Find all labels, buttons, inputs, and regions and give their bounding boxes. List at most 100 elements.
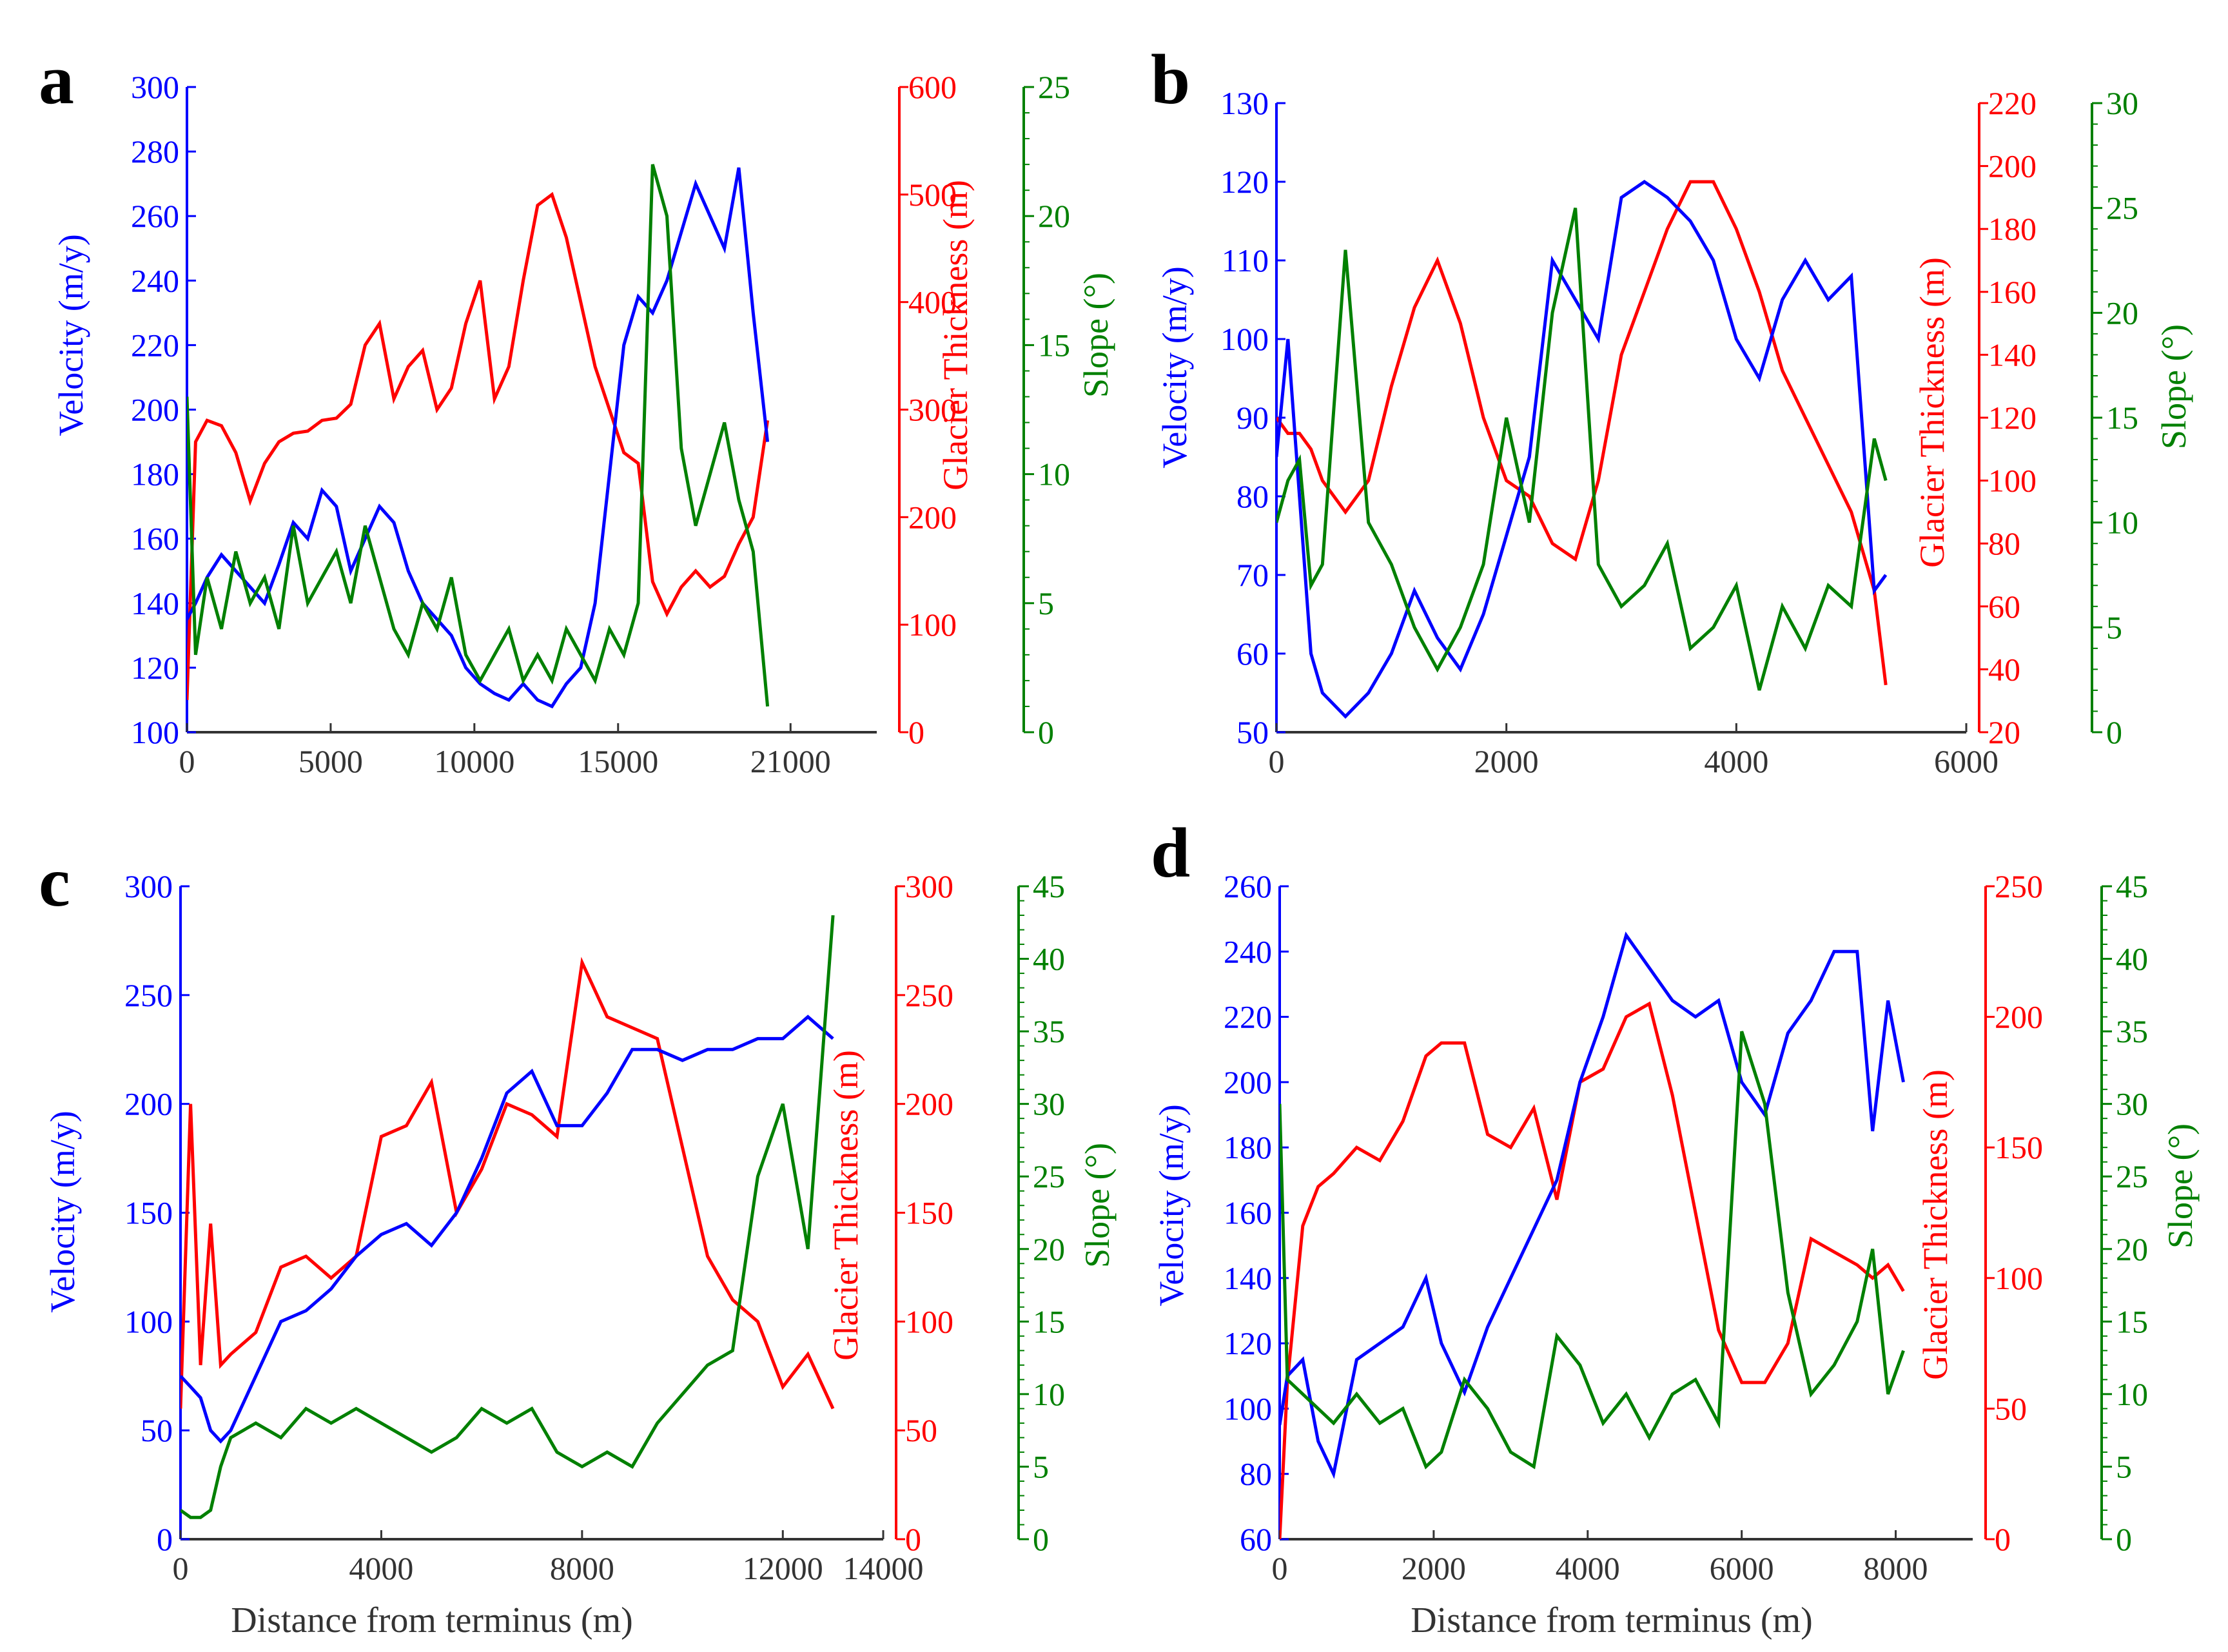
thickness-series-line (1276, 180, 1888, 686)
thickness-tick-label: 400 (908, 284, 957, 320)
x-tick-label: 14000 (843, 1550, 924, 1586)
velocity-tick-label: 60 (1236, 636, 1269, 672)
velocity-tick-label: 60 (1240, 1521, 1272, 1557)
velocity-tick-label: 0 (157, 1521, 173, 1557)
velocity-tick-label: 120 (1224, 1325, 1272, 1361)
thickness-tick-label: 250 (1995, 868, 2043, 904)
thickness-tick-label: 50 (1995, 1390, 2027, 1426)
velocity-tick-label: 260 (1224, 868, 1272, 904)
thickness-tick-label: 40 (1988, 651, 2020, 687)
slope-tick-label: 25 (2116, 1158, 2148, 1194)
thickness-axis-label: Glacier Thickness (m) (936, 180, 975, 491)
slope-tick-label: 5 (1038, 585, 1054, 621)
velocity-axis-label: Velocity (m/y) (43, 1111, 82, 1312)
thickness-tick-label: 120 (1988, 400, 2037, 436)
slope-tick-label: 10 (1033, 1376, 1065, 1412)
panel-c: c 0 4000 8000 12000 140000501001502002503000… (39, 842, 1117, 1640)
thickness-tick-label: 140 (1988, 336, 2037, 373)
slope-tick-label: 15 (1033, 1303, 1065, 1339)
thickness-series-line (1280, 1001, 1905, 1539)
velocity-axis-label: Velocity (m/y) (1155, 266, 1194, 468)
velocity-series-line (1280, 931, 1905, 1479)
x-tick-label: 4000 (1556, 1550, 1620, 1586)
velocity-tick-label: 200 (1224, 1064, 1272, 1100)
velocity-series-line (181, 1015, 834, 1444)
slope-series-line (181, 915, 835, 1519)
slope-tick-label: 25 (1033, 1158, 1065, 1194)
thickness-tick-label: 0 (908, 714, 924, 750)
slope-tick-label: 15 (2116, 1303, 2148, 1339)
thickness-tick-label: 500 (908, 177, 957, 213)
thickness-tick-label: 200 (1988, 148, 2037, 184)
panel-a: a 0 5000 10000 15000 21000100120140160180200… (39, 40, 1115, 779)
thickness-tick-label: 200 (1995, 999, 2043, 1035)
panel-b: b 0 2000 4000 60005060708090100110120130204… (1151, 40, 2193, 779)
x-tick-label: 6000 (1710, 1550, 1774, 1586)
slope-tick-label: 20 (2116, 1231, 2148, 1267)
thickness-tick-label: 100 (905, 1303, 953, 1339)
thickness-tick-label: 250 (905, 977, 953, 1013)
thickness-axis-label: Glacier Thickness (m) (1916, 1069, 1955, 1380)
slope-tick-label: 15 (1038, 327, 1070, 363)
panel-letter: d (1151, 813, 1190, 892)
slope-tick-label: 0 (2116, 1521, 2132, 1557)
slope-tick-label: 10 (1038, 456, 1070, 492)
tick-layer: 0 2000 4000 6000 800060801001201401601802002… (1224, 868, 2148, 1586)
thickness-tick-label: 220 (1988, 85, 2037, 121)
velocity-tick-label: 100 (1224, 1390, 1272, 1426)
thickness-tick-label: 600 (908, 69, 957, 105)
slope-axis-label: Slope (°) (2155, 324, 2193, 449)
thickness-series-line (181, 957, 835, 1410)
velocity-axis-label: Velocity (m/y) (1152, 1104, 1191, 1306)
velocity-tick-label: 300 (131, 69, 179, 105)
slope-series-line (187, 164, 770, 707)
slope-axis-label: Slope (°) (2161, 1123, 2200, 1249)
velocity-tick-label: 120 (131, 650, 179, 686)
x-tick-label: 21000 (750, 743, 831, 779)
velocity-axis-label: Velocity (m/y) (52, 234, 90, 436)
velocity-tick-label: 120 (1220, 164, 1269, 200)
x-tick-label: 0 (179, 743, 195, 779)
slope-tick-label: 35 (1033, 1013, 1065, 1049)
velocity-tick-label: 180 (131, 456, 179, 492)
thickness-tick-label: 180 (1988, 211, 2037, 247)
tick-layer: 0 5000 10000 15000 2100010012014016018020022… (131, 69, 1070, 779)
x-tick-label: 6000 (1934, 743, 1998, 779)
x-tick-label: 5000 (298, 743, 363, 779)
velocity-tick-label: 240 (131, 262, 179, 298)
velocity-tick-label: 100 (124, 1303, 173, 1339)
x-tick-label: 12000 (743, 1550, 823, 1586)
x-tick-label: 2000 (1474, 743, 1539, 779)
x-axis-label: Distance from terminus (m) (1411, 1600, 1813, 1640)
tick-layer: 0 4000 8000 12000 14000050100150200250300050… (124, 868, 1065, 1586)
velocity-tick-label: 100 (1220, 321, 1269, 357)
slope-tick-label: 40 (2116, 941, 2148, 977)
velocity-series-line (1276, 179, 1888, 719)
slope-series-line (1276, 208, 1888, 691)
slope-tick-label: 45 (1033, 868, 1065, 904)
thickness-tick-label: 100 (1988, 463, 2037, 499)
x-tick-label: 4000 (1704, 743, 1768, 779)
velocity-tick-label: 180 (1224, 1129, 1272, 1165)
x-tick-label: 10000 (434, 743, 514, 779)
thickness-tick-label: 150 (1995, 1129, 2043, 1165)
slope-axis-label: Slope (°) (1077, 273, 1115, 398)
x-tick-label: 8000 (1864, 1550, 1928, 1586)
velocity-tick-label: 300 (124, 868, 173, 904)
slope-tick-label: 0 (1038, 714, 1054, 750)
velocity-tick-label: 260 (131, 198, 179, 234)
velocity-tick-label: 200 (124, 1086, 173, 1122)
thickness-tick-label: 200 (905, 1086, 953, 1122)
thickness-tick-label: 150 (905, 1195, 953, 1231)
plot-area (187, 164, 770, 709)
velocity-tick-label: 200 (131, 392, 179, 428)
plot-area (181, 915, 835, 1519)
thickness-tick-label: 80 (1988, 525, 2020, 561)
slope-tick-label: 25 (2106, 190, 2138, 226)
slope-axis-label: Slope (°) (1078, 1143, 1117, 1268)
velocity-tick-label: 80 (1240, 1456, 1272, 1492)
slope-tick-label: 15 (2106, 400, 2138, 436)
slope-tick-label: 10 (2116, 1376, 2148, 1412)
velocity-tick-label: 160 (131, 521, 179, 557)
thickness-tick-label: 0 (905, 1521, 921, 1557)
